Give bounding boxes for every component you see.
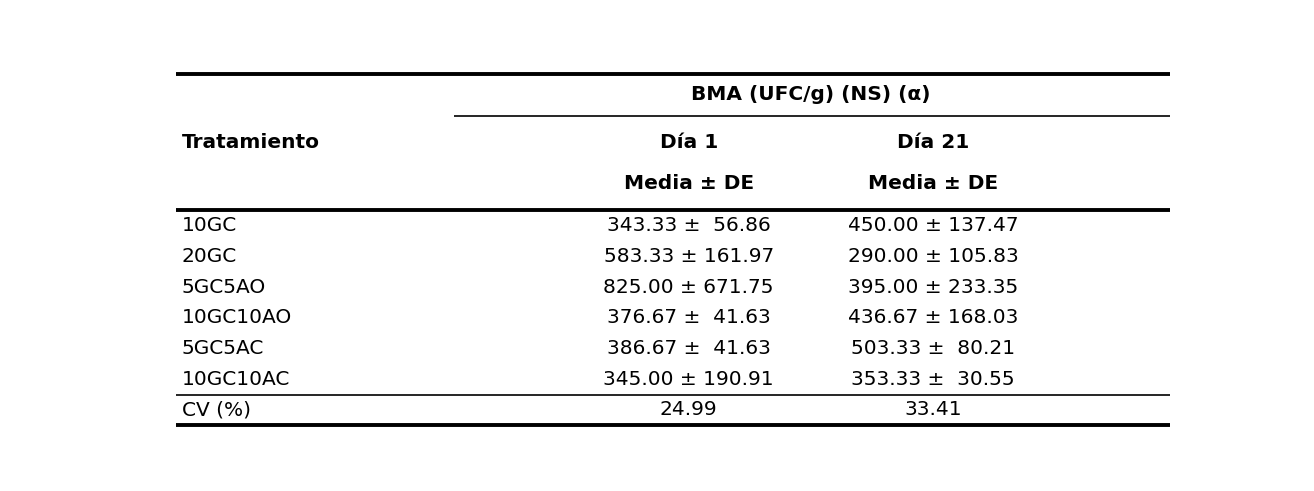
Text: Media ± DE: Media ± DE: [624, 174, 754, 193]
Text: 10GC10AO: 10GC10AO: [181, 308, 292, 327]
Text: 10GC: 10GC: [181, 216, 237, 235]
Text: 5GC5AO: 5GC5AO: [181, 277, 265, 297]
Text: 20GC: 20GC: [181, 247, 237, 266]
Text: BMA (UFC/g) (NS) (α): BMA (UFC/g) (NS) (α): [691, 85, 930, 104]
Text: 395.00 ± 233.35: 395.00 ± 233.35: [848, 277, 1018, 297]
Text: 5GC5AC: 5GC5AC: [181, 339, 264, 358]
Text: 33.41: 33.41: [904, 400, 962, 419]
Text: Media ± DE: Media ± DE: [869, 174, 999, 193]
Text: 345.00 ± 190.91: 345.00 ± 190.91: [603, 370, 774, 389]
Text: 10GC10AC: 10GC10AC: [181, 370, 290, 389]
Text: 825.00 ± 671.75: 825.00 ± 671.75: [603, 277, 774, 297]
Text: 450.00 ± 137.47: 450.00 ± 137.47: [848, 216, 1018, 235]
Text: CV (%): CV (%): [181, 400, 251, 419]
Text: 386.67 ±  41.63: 386.67 ± 41.63: [607, 339, 770, 358]
Text: 583.33 ± 161.97: 583.33 ± 161.97: [603, 247, 774, 266]
Text: 343.33 ±  56.86: 343.33 ± 56.86: [607, 216, 770, 235]
Text: Día 21: Día 21: [897, 133, 970, 152]
Text: 376.67 ±  41.63: 376.67 ± 41.63: [607, 308, 770, 327]
Text: 436.67 ± 168.03: 436.67 ± 168.03: [848, 308, 1018, 327]
Text: 24.99: 24.99: [660, 400, 717, 419]
Text: Tratamiento: Tratamiento: [181, 133, 319, 152]
Text: 353.33 ±  30.55: 353.33 ± 30.55: [851, 370, 1014, 389]
Text: 503.33 ±  80.21: 503.33 ± 80.21: [851, 339, 1016, 358]
Text: Día 1: Día 1: [660, 133, 717, 152]
Text: 290.00 ± 105.83: 290.00 ± 105.83: [848, 247, 1018, 266]
